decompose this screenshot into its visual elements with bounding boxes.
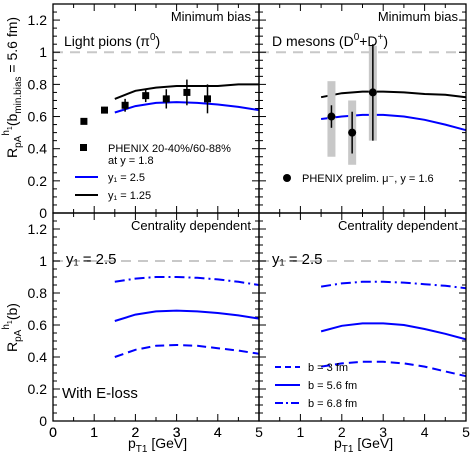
series-line-3: [114, 276, 260, 286]
series-line-1: [320, 360, 467, 378]
legend-label: b = 5.6 fm: [308, 380, 357, 392]
panel-label: y₁ = 2.5: [66, 251, 117, 268]
panel-label: y₁ = 2.5: [272, 251, 323, 268]
data-point: [183, 88, 191, 96]
panel-label: Light pions (π0): [64, 32, 160, 49]
y-tick-label: 1: [39, 253, 47, 269]
y-tick-label: 1.2: [28, 12, 48, 28]
legend-label: at y = 1.8: [108, 155, 154, 167]
data-point: [101, 106, 108, 114]
panel-label-part: +D: [359, 33, 377, 49]
panel-title: Centrality dependent: [338, 218, 458, 233]
y-tick-label: 0.4: [28, 349, 48, 365]
y-axis-label-bottom: RpAh1(b): [1, 303, 24, 352]
x-tick-label: 5: [255, 424, 263, 440]
panel-title: Minimum bias: [171, 9, 252, 24]
panel-label-part: Light pions (: [64, 33, 141, 49]
x-tick-label: 2: [132, 424, 140, 440]
y-tick-label: 0.2: [28, 173, 48, 189]
panel-label-part: ): [383, 33, 388, 49]
panel-label-part: 0: [150, 32, 156, 43]
panel-title: Centrality dependent: [131, 218, 251, 233]
x-axis-label-left: pT1 [GeV]: [128, 435, 187, 455]
series-line-1: [114, 343, 260, 358]
x-tick-label: 4: [214, 424, 222, 440]
series-line-3: [320, 280, 467, 290]
x-tick-label: 3: [379, 424, 387, 440]
panel-bottom-left: 0 0.2 0.4 0.6 0.8 1 1.2 0 1 2 3 4 5 Centrality depend…: [28, 212, 263, 440]
data-point: [204, 95, 211, 103]
data-point: [121, 101, 129, 109]
panel-bottom-right: 1 2 3 4 5 Centrality dependent y₁ = 2.5 b = 3 f…: [258, 212, 470, 440]
panel-label-part: ): [156, 33, 161, 49]
panel-label-part: D mesons (D: [272, 33, 354, 49]
legend-label: y₁ = 2.5: [108, 172, 145, 184]
legend-label: y₁ = 1.25: [108, 190, 151, 202]
data-point: [142, 92, 150, 100]
x-tick-label: 5: [462, 424, 470, 440]
series-line-2: [114, 309, 260, 322]
legend-marker: [283, 174, 291, 182]
x-tick-label: 3: [173, 424, 181, 440]
data-point: [80, 117, 88, 125]
series-line-2: [320, 322, 467, 341]
annotation: With E-loss: [62, 385, 138, 402]
data-point: [162, 95, 170, 103]
y-tick-label: 1.2: [28, 221, 48, 237]
x-tick-label: 2: [132, 424, 140, 440]
y-tick-label: 1: [39, 44, 47, 60]
data-point: [348, 128, 357, 137]
x-tick-label: 0: [49, 424, 57, 440]
y-tick-label: 0.8: [28, 285, 48, 301]
data-point: [327, 112, 336, 121]
y-tick-label: 0: [39, 205, 47, 221]
panel-top-right: Minimum bias D mesons (D0+D+) PHENIX preli…: [258, 3, 467, 214]
data-point: [368, 88, 377, 97]
legend-marker: [80, 144, 87, 151]
y-axis-label-top: RpAh1(bmin.bias = 5.6 fm): [1, 17, 24, 158]
legend-label: PHENIX prelim. μ⁻, y = 1.6: [302, 173, 434, 185]
y-tick-label: 0: [39, 413, 47, 429]
x-tick-label: 1: [297, 424, 305, 440]
legend-label: PHENIX 20-40%/60-88%: [108, 143, 231, 155]
x-tick-label: 4: [421, 424, 429, 440]
panel-label-part: 0: [354, 32, 360, 43]
y-tick-label: 0.8: [28, 76, 48, 92]
legend-label: b = 6.8 fm: [308, 398, 357, 410]
legend-label: b = 3 fm: [308, 362, 348, 374]
series-line-2: [320, 90, 467, 99]
panel-label: D mesons (D0+D+): [272, 32, 388, 49]
x-tick-label: 1: [90, 424, 98, 440]
panel-label-part: π: [140, 33, 150, 49]
y-tick-label: 0.6: [28, 317, 48, 333]
x-tick-label: 0: [49, 424, 57, 440]
y-tick-label: 0.2: [28, 381, 48, 397]
panel-frame: [258, 212, 467, 422]
y-tick-label: 0.4: [28, 141, 48, 157]
x-tick-label: 4: [214, 424, 222, 440]
x-tick-label: 1: [90, 424, 98, 440]
y-tick-label: 0.6: [28, 109, 48, 125]
series-line-1: [320, 113, 467, 132]
x-tick-label: 3: [173, 424, 181, 440]
panel-label-part: +: [378, 32, 384, 43]
x-axis-label-right: pT1 [GeV]: [334, 435, 393, 455]
x-tick-label: 2: [338, 424, 346, 440]
panel-title: Minimum bias: [378, 9, 459, 24]
